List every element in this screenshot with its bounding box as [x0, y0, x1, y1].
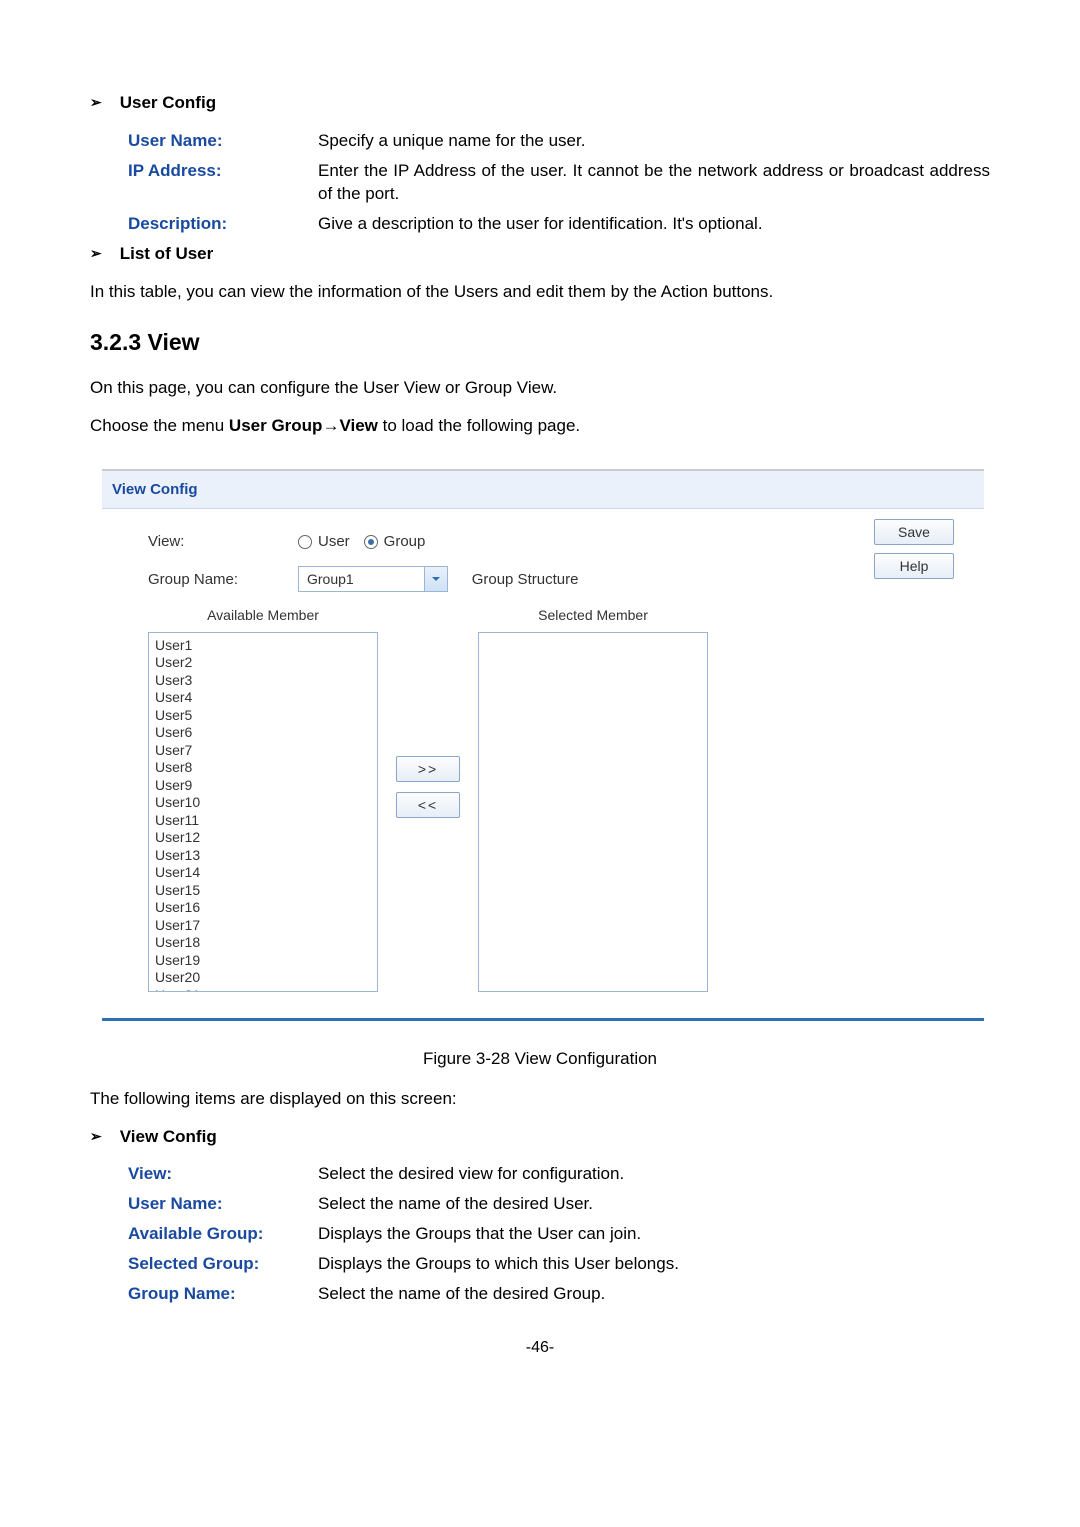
figure-caption: Figure 3-28 View Configuration — [90, 1047, 990, 1071]
def-text-availgroup: Displays the Groups that the User can jo… — [318, 1222, 990, 1246]
def-row: View: Select the desired view for config… — [128, 1162, 990, 1186]
section-heading-view: 3.2.3 View — [90, 326, 990, 358]
def-label-ip: IP Address: — [128, 159, 318, 207]
def-row: Description: Give a description to the u… — [128, 212, 990, 236]
def-text-desc: Give a description to the user for ident… — [318, 212, 990, 236]
view-para-1: On this page, you can configure the User… — [90, 376, 990, 400]
view-para-2-post: to load the following page. — [378, 416, 580, 435]
def-label-username: User Name: — [128, 129, 318, 153]
list-item[interactable]: User5 — [155, 707, 371, 725]
list-item[interactable]: User6 — [155, 724, 371, 742]
radio-user-label: User — [318, 531, 350, 552]
def-label-desc: Description: — [128, 212, 318, 236]
def-row: User Name: Specify a unique name for the… — [128, 129, 990, 153]
def-row: IP Address: Enter the IP Address of the … — [128, 159, 990, 207]
bullet-arrow-icon: ➢ — [90, 1127, 102, 1147]
following-items-para: The following items are displayed on thi… — [90, 1087, 990, 1111]
list-item[interactable]: User18 — [155, 934, 371, 952]
page-number: -46- — [90, 1337, 990, 1359]
available-member-col: Available Member User1User2User3User4Use… — [148, 606, 378, 992]
radio-selected-dot-icon — [368, 539, 374, 545]
selected-member-title: Selected Member — [538, 606, 648, 626]
help-button[interactable]: Help — [874, 553, 954, 579]
save-button[interactable]: Save — [874, 519, 954, 545]
save-button-label: Save — [898, 523, 930, 543]
radio-group-circle-icon — [364, 535, 378, 549]
view-config-header: View Config — [102, 471, 984, 509]
chevron-down-icon — [424, 566, 448, 592]
view-row: View: User Group — [148, 531, 954, 552]
list-item[interactable]: User9 — [155, 777, 371, 795]
def-label-username2: User Name: — [128, 1192, 318, 1216]
def-label-availgroup: Available Group: — [128, 1222, 318, 1246]
list-item[interactable]: User14 — [155, 864, 371, 882]
group-structure-link[interactable]: Group Structure — [472, 569, 579, 590]
view-label: View: — [148, 531, 298, 552]
list-of-user-para: In this table, you can view the informat… — [90, 280, 990, 304]
list-item[interactable]: User4 — [155, 689, 371, 707]
list-item[interactable]: User15 — [155, 882, 371, 900]
members-area: Available Member User1User2User3User4Use… — [148, 606, 954, 992]
list-item[interactable]: User11 — [155, 812, 371, 830]
list-item[interactable]: User3 — [155, 672, 371, 690]
view-para-2-bold: User Group→View — [229, 416, 378, 435]
def-text-ip: Enter the IP Address of the user. It can… — [318, 159, 990, 207]
view-para-2-pre: Choose the menu — [90, 416, 229, 435]
radio-user[interactable]: User — [298, 531, 350, 552]
move-right-button[interactable]: >> — [396, 756, 460, 782]
selected-member-col: Selected Member — [478, 606, 708, 992]
radio-group-label: Group — [384, 531, 426, 552]
def-row: Selected Group: Displays the Groups to w… — [128, 1252, 990, 1276]
move-left-button[interactable]: << — [396, 792, 460, 818]
radio-group[interactable]: Group — [364, 531, 426, 552]
list-item[interactable]: User7 — [155, 742, 371, 760]
def-row: User Name: Select the name of the desire… — [128, 1192, 990, 1216]
list-item[interactable]: User16 — [155, 899, 371, 917]
heading-view-config-text: View Config — [120, 1125, 217, 1149]
def-label-view2: View: — [128, 1162, 318, 1186]
def-text-username: Specify a unique name for the user. — [318, 129, 990, 153]
heading-list-of-user: ➢ List of User — [90, 242, 990, 266]
list-item[interactable]: User21 — [155, 987, 371, 992]
view-config-body: Save Help View: User Group Group Name: G… — [102, 509, 984, 1018]
selected-member-list[interactable] — [478, 632, 708, 992]
def-label-selgroup: Selected Group: — [128, 1252, 318, 1276]
heading-list-of-user-text: List of User — [120, 242, 214, 266]
view-para-2: Choose the menu User Group→View to load … — [90, 414, 990, 438]
list-item[interactable]: User12 — [155, 829, 371, 847]
def-text-view2: Select the desired view for configuratio… — [318, 1162, 990, 1186]
list-item[interactable]: User8 — [155, 759, 371, 777]
bullet-arrow-icon: ➢ — [90, 244, 102, 264]
list-item[interactable]: User13 — [155, 847, 371, 865]
bullet-arrow-icon: ➢ — [90, 93, 102, 113]
available-member-title: Available Member — [207, 606, 319, 626]
def-text-groupname2: Select the name of the desired Group. — [318, 1282, 990, 1306]
def-row: Available Group: Displays the Groups tha… — [128, 1222, 990, 1246]
def-text-selgroup: Displays the Groups to which this User b… — [318, 1252, 990, 1276]
move-right-label: >> — [418, 760, 438, 780]
list-item[interactable]: User1 — [155, 637, 371, 655]
heading-view-config: ➢ View Config — [90, 1125, 990, 1149]
group-name-row: Group Name: Group1 Group Structure — [148, 566, 954, 592]
list-item[interactable]: User10 — [155, 794, 371, 812]
view-config-panel: View Config Save Help View: User Group G… — [102, 469, 984, 1021]
list-item[interactable]: User20 — [155, 969, 371, 987]
available-member-list[interactable]: User1User2User3User4User5User6User7User8… — [148, 632, 378, 992]
move-left-label: << — [418, 796, 438, 816]
list-item[interactable]: User2 — [155, 654, 371, 672]
def-label-groupname2: Group Name: — [128, 1282, 318, 1306]
group-name-select[interactable]: Group1 — [298, 566, 448, 592]
def-row: Group Name: Select the name of the desir… — [128, 1282, 990, 1306]
group-name-label: Group Name: — [148, 569, 298, 590]
radio-user-circle-icon — [298, 535, 312, 549]
list-item[interactable]: User19 — [155, 952, 371, 970]
def-text-username2: Select the name of the desired User. — [318, 1192, 990, 1216]
help-button-label: Help — [900, 557, 929, 577]
heading-user-config-text: User Config — [120, 91, 216, 115]
button-column: Save Help — [874, 519, 954, 579]
mover-buttons: >> << — [396, 756, 460, 818]
list-item[interactable]: User17 — [155, 917, 371, 935]
heading-user-config: ➢ User Config — [90, 91, 990, 115]
group-name-select-value: Group1 — [298, 566, 424, 592]
